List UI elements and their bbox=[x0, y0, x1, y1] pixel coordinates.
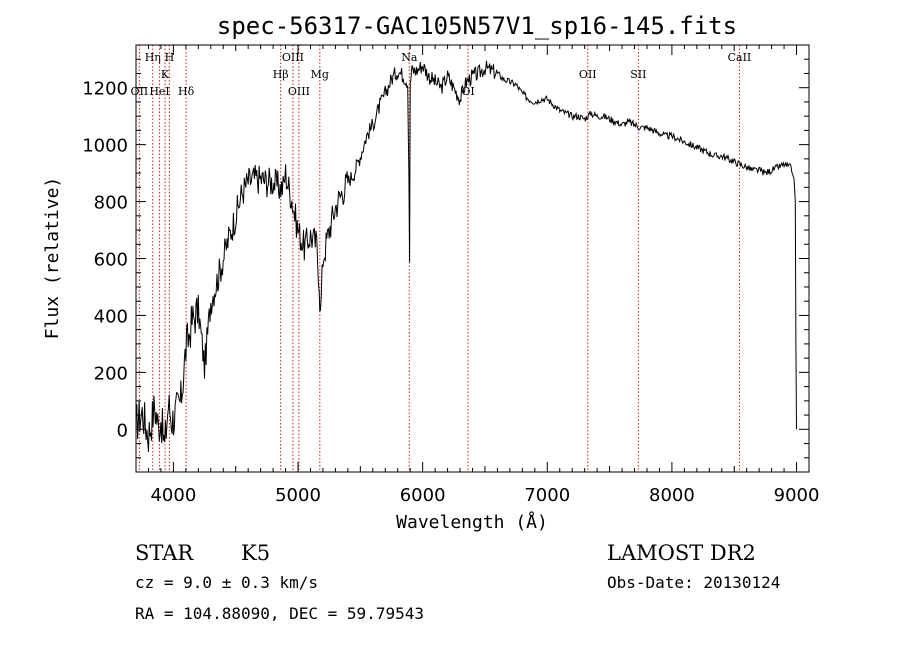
object-type: STAR bbox=[135, 541, 194, 565]
x-tick-label: 7000 bbox=[524, 485, 570, 506]
observation-date: Obs-Date: 20130124 bbox=[607, 573, 780, 592]
y-axis-ticks: 0 200 400 600 800 1000 1200 bbox=[82, 58, 809, 459]
y-tick-label: 1000 bbox=[82, 136, 128, 157]
coordinates: RA = 104.88090, DEC = 59.79543 bbox=[135, 604, 424, 623]
spectral-line-label: Hβ bbox=[273, 68, 289, 81]
spectral-line-markers bbox=[138, 45, 740, 472]
y-tick-label: 400 bbox=[94, 306, 128, 327]
x-tick-label: 8000 bbox=[649, 485, 695, 506]
y-tick-label: 600 bbox=[94, 250, 128, 271]
x-axis-ticks: 4000 5000 6000 7000 8000 9000 bbox=[135, 45, 820, 506]
spectral-line-label: Hδ bbox=[178, 85, 195, 98]
x-tick-label: 6000 bbox=[400, 485, 446, 506]
y-tick-label: 200 bbox=[94, 363, 128, 384]
spectral-line-label: Hη bbox=[145, 51, 161, 64]
spectral-line-label: SII bbox=[630, 68, 646, 81]
survey-name: LAMOST DR2 bbox=[607, 541, 756, 565]
redshift-cz: cz = 9.0 ± 0.3 km/s bbox=[135, 573, 318, 592]
chart-title: spec-56317-GAC105N57V1_sp16-145.fits bbox=[217, 12, 737, 40]
plot-frame bbox=[135, 44, 810, 473]
spectral-line-label: OII bbox=[131, 85, 149, 98]
x-axis-label: Wavelength (Å) bbox=[396, 511, 548, 533]
spectral-line-label: H bbox=[165, 51, 175, 64]
y-tick-label: 800 bbox=[94, 193, 128, 214]
x-tick-label: 5000 bbox=[275, 485, 321, 506]
spectral-line-label: OIII bbox=[282, 51, 304, 64]
spectral-line-label: OII bbox=[579, 68, 597, 81]
y-axis-label: Flux (relative) bbox=[42, 177, 63, 340]
spectrum-series-line bbox=[135, 60, 797, 452]
x-tick-label: 9000 bbox=[774, 485, 820, 506]
spectral-line-label: CaII bbox=[728, 51, 752, 64]
y-tick-label: 0 bbox=[117, 420, 128, 441]
spectral-line-label: Mg bbox=[311, 68, 329, 81]
spectral-subclass: K5 bbox=[241, 541, 270, 565]
spectral-line-label: Na bbox=[401, 51, 418, 64]
spectral-line-label: OIII bbox=[288, 85, 310, 98]
x-tick-label: 4000 bbox=[150, 485, 196, 506]
spectral-line-label: HeI bbox=[149, 85, 169, 98]
spectral-line-label: K bbox=[161, 68, 170, 81]
y-tick-label: 1200 bbox=[82, 79, 128, 100]
